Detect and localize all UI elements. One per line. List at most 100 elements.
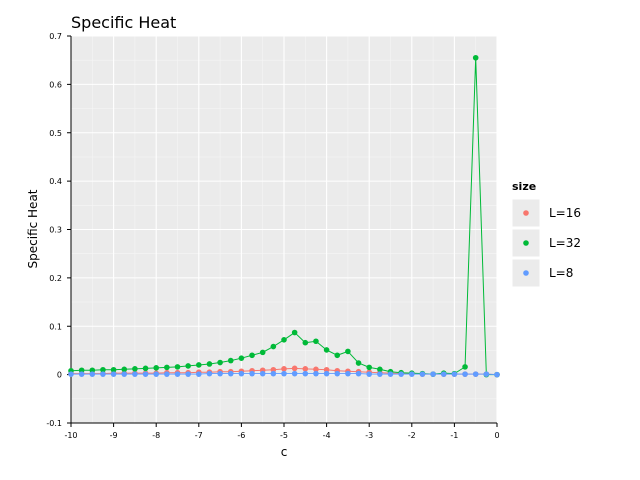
data-point [121, 371, 128, 377]
data-point [355, 370, 362, 377]
legend-swatch [523, 210, 529, 216]
x-tick-label: 0 [494, 431, 499, 440]
x-tick-label: -9 [110, 431, 118, 440]
data-point [164, 371, 170, 377]
data-point [483, 371, 490, 377]
data-point [185, 371, 191, 377]
data-point [323, 370, 330, 377]
data-point [419, 371, 426, 377]
data-point [462, 364, 468, 370]
data-point [334, 352, 341, 359]
data-point [366, 371, 373, 377]
y-tick-label: 0.7 [49, 32, 62, 41]
y-tick-label: 0.6 [49, 80, 62, 89]
legend-title: size [512, 180, 536, 193]
legend-label: L=8 [549, 266, 573, 280]
data-point [196, 371, 202, 377]
data-point [174, 364, 181, 370]
data-point [291, 329, 298, 336]
x-tick-label: -8 [152, 431, 160, 440]
data-point [472, 54, 479, 61]
x-tick-label: -1 [450, 431, 458, 440]
data-point [153, 371, 159, 377]
data-point [462, 371, 468, 377]
data-point [110, 366, 117, 373]
data-point [313, 338, 319, 345]
data-point [217, 359, 223, 366]
data-point [174, 371, 181, 377]
data-point [355, 360, 362, 366]
data-point [313, 366, 319, 373]
data-point [409, 371, 415, 377]
data-point [249, 370, 255, 377]
legend-item: L=8 [511, 258, 573, 288]
axes: -10 -9 -8 -7 -6 -5 -4 -3 -2 -1 0-0.100.10.20.30.40… [46, 32, 499, 440]
data-point [302, 339, 309, 346]
series-L=8 [68, 370, 500, 378]
data-point [227, 370, 234, 377]
data-point [238, 370, 245, 377]
data-point [302, 366, 309, 372]
data-point [249, 352, 255, 359]
x-axis-title: c [281, 445, 288, 459]
data-point [217, 370, 223, 377]
y-tick-label: 0 [57, 371, 62, 380]
x-tick-label: -2 [408, 431, 416, 440]
data-point [313, 370, 319, 377]
data-point [334, 370, 341, 377]
data-point [259, 370, 266, 377]
data-point [302, 370, 309, 377]
data-point [377, 371, 383, 377]
data-point [132, 371, 138, 377]
y-tick-label: 0.3 [49, 226, 62, 235]
y-tick-label: 0.4 [49, 177, 62, 186]
data-point [281, 370, 287, 377]
data-point [227, 357, 234, 364]
data-point [281, 336, 287, 343]
x-tick-label: -10 [64, 431, 77, 440]
data-point [323, 366, 330, 373]
data-point [78, 371, 85, 377]
x-tick-label: -7 [195, 431, 203, 440]
data-point [142, 365, 149, 372]
data-point [270, 370, 277, 377]
legend-label: L=32 [549, 236, 581, 250]
data-point [206, 370, 213, 377]
data-point [291, 370, 298, 377]
data-point [451, 371, 458, 377]
x-tick-label: -5 [280, 431, 288, 440]
data-point [323, 347, 330, 353]
data-point [196, 362, 202, 368]
y-tick-label: 0.1 [49, 322, 62, 331]
data-point [270, 366, 277, 373]
x-tick-label: -6 [237, 431, 245, 440]
data-point [238, 355, 245, 361]
data-point [259, 349, 266, 356]
data-point [430, 371, 436, 377]
data-point [68, 371, 74, 377]
data-point [100, 366, 106, 373]
data-point [142, 371, 149, 377]
series-layer [68, 54, 500, 378]
data-point [110, 371, 117, 377]
data-point [100, 371, 106, 377]
y-axis-title: Specific Heat [26, 189, 40, 268]
data-point [270, 343, 277, 350]
data-point [78, 367, 85, 374]
data-point [89, 371, 96, 377]
data-point [345, 370, 351, 377]
data-point [281, 366, 287, 372]
data-point [398, 371, 404, 377]
x-tick-label: -3 [365, 431, 373, 440]
data-point [89, 367, 96, 374]
data-point [132, 366, 138, 372]
y-tick-label: 0.2 [49, 274, 62, 283]
data-point [387, 371, 394, 377]
data-point [291, 365, 298, 372]
legend-item: L=16 [511, 198, 581, 228]
data-point [185, 363, 191, 369]
legend-label: L=16 [549, 206, 581, 220]
data-point [440, 371, 447, 377]
data-point [494, 371, 500, 378]
data-point [345, 348, 351, 355]
